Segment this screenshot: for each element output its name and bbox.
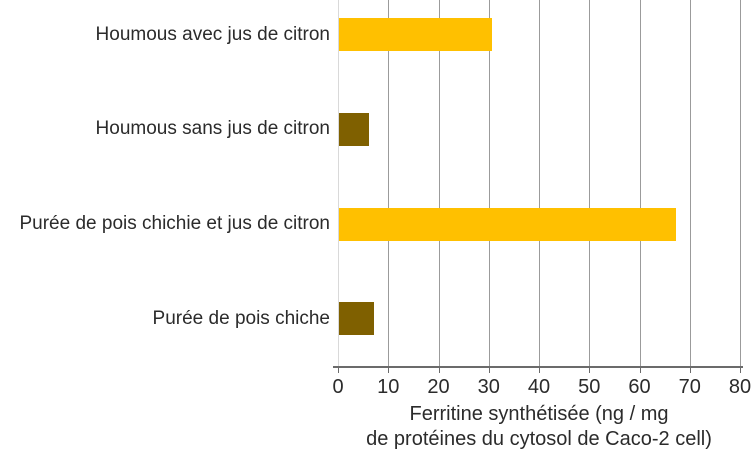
gridline-x-40: [539, 0, 540, 366]
gridline-x-60: [639, 0, 641, 366]
tick-label-x-60: 60: [628, 376, 651, 398]
tick-label-x-10: 10: [377, 376, 400, 398]
tick-label-x-40: 40: [527, 376, 551, 398]
plot-area: [338, 0, 741, 366]
category-label-2: Purée de pois chichie et jus de citron: [19, 213, 330, 235]
tick-mark-x-80: [740, 368, 741, 373]
gridline-x-70: [689, 0, 691, 366]
tick-mark-x-20: [438, 368, 440, 373]
tick-mark-x-0: [338, 368, 339, 373]
category-label-1: Houmous sans jus de citron: [95, 118, 330, 140]
gridline-x-30: [488, 0, 490, 366]
category-label-0: Houmous avec jus de citron: [95, 23, 330, 45]
x-axis-title-line1: Ferritine synthétisée (ng / mg: [409, 403, 669, 425]
gridline-x-0: [338, 0, 339, 366]
bar-2: [339, 207, 676, 241]
tick-label-x-50: 50: [578, 376, 601, 398]
tick-mark-x-40: [539, 368, 540, 373]
tick-label-x-80: 80: [728, 376, 752, 398]
bar-3: [339, 302, 375, 336]
tick-mark-x-60: [639, 368, 641, 373]
x-axis-line: [333, 366, 743, 368]
tick-label-x-70: 70: [678, 376, 701, 398]
gridline-x-50: [589, 0, 591, 366]
tick-mark-x-30: [488, 368, 490, 373]
tick-label-x-20: 20: [427, 376, 450, 398]
tick-mark-x-10: [388, 368, 390, 373]
tick-label-x-0: 0: [332, 376, 344, 398]
tick-label-x-30: 30: [477, 376, 500, 398]
gridline-x-10: [388, 0, 390, 366]
bar-1: [339, 112, 370, 146]
gridline-x-80: [740, 0, 741, 366]
tick-mark-x-70: [689, 368, 691, 373]
category-label-3: Purée de pois chiche: [152, 307, 330, 329]
x-axis-title-line2: de protéines du cytosol de Caco-2 cell): [366, 428, 712, 450]
gridline-x-20: [438, 0, 440, 366]
x-axis-title: Ferritine synthétisée (ng / mg de protéi…: [288, 402, 754, 452]
bar-0: [339, 18, 493, 51]
tick-mark-x-50: [589, 368, 591, 373]
